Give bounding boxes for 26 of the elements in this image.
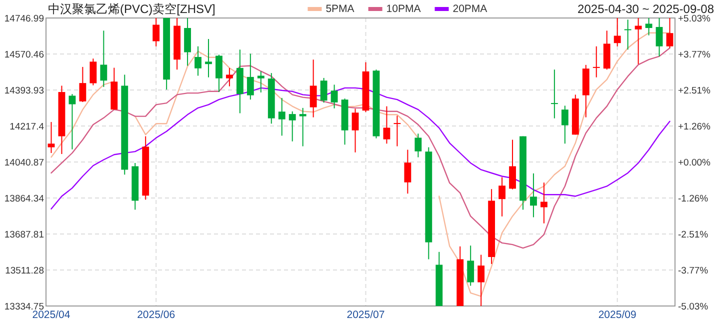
x-tick-label: 2025/04 [32, 309, 70, 320]
x-tick-label: 2025/07 [346, 309, 385, 320]
y2-tick-label: -3.77% [678, 265, 709, 276]
y-tick-label: 14393.93 [4, 86, 44, 96]
y2-tick-label: +0.00% [678, 158, 712, 168]
y-tick-label: 13864.34 [4, 194, 44, 204]
y2-tick-label: -2.51% [678, 229, 709, 240]
legend-label: 10PMA [386, 3, 421, 15]
y2-tick-label: +2.51% [678, 86, 712, 97]
y-tick-label: 14217.4 [10, 122, 44, 132]
y-tick-label: 13511.28 [5, 266, 44, 276]
y-tick-label: 14746.99 [4, 14, 44, 24]
y2-tick-label: +1.26% [678, 121, 712, 132]
chart-title: 中汉聚氯乙烯(PVC)卖空[ZHSV] [48, 2, 216, 16]
x-tick-label: 2025/06 [137, 309, 176, 320]
y2-tick-label: -5.03% [678, 302, 709, 312]
y2-tick-label: +3.77% [678, 50, 712, 61]
y2-tick-label: -1.26% [678, 194, 709, 205]
y2-tick-label: +5.03% [678, 14, 712, 24]
legend-label: 20PMA [452, 3, 488, 15]
chart-subtitle: 2025-04-30 ~ 2025-09-08 [578, 2, 714, 16]
legend-label: 5PMA [326, 3, 354, 15]
y-tick-label: 14040.87 [4, 158, 44, 168]
y-tick-label: 13687.81 [4, 230, 44, 240]
x-tick-label: 2025/09 [598, 309, 636, 320]
y-tick-label: 14570.46 [4, 50, 44, 60]
